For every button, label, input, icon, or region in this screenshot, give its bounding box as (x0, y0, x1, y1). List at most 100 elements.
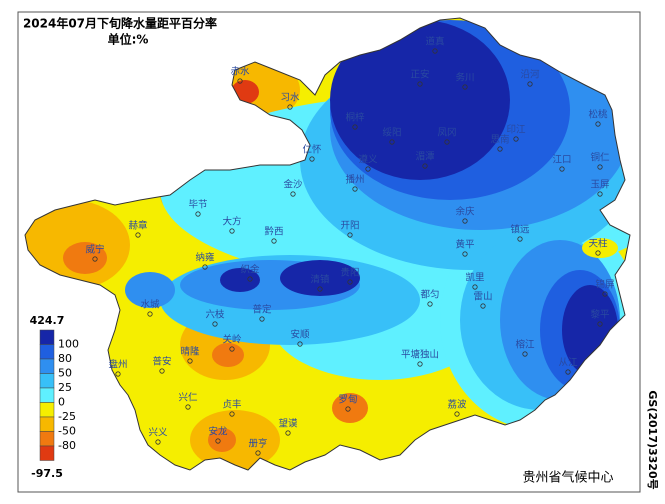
city-label: 六枝 (205, 309, 225, 321)
legend-max: 424.7 (30, 314, 65, 327)
city-dot (345, 406, 351, 412)
city-label: 兴义 (148, 428, 168, 439)
city-dot (237, 78, 243, 84)
city-dot (347, 279, 353, 285)
footer: 贵州省气候中心 (522, 470, 613, 486)
city-dot (271, 238, 277, 244)
city-dot (247, 276, 253, 282)
city-label: 都匀 (420, 289, 439, 301)
city-dot (352, 186, 358, 192)
city-label: 平塘独山 (401, 349, 439, 361)
city-label: 兴仁 (178, 392, 198, 404)
city-dot (389, 139, 395, 145)
city-dot (229, 228, 235, 234)
city-label: 黄平 (455, 239, 475, 251)
city-dot (215, 438, 221, 444)
city-label: 松桃 (588, 109, 608, 121)
legend-swatch (39, 387, 55, 403)
city-dot (309, 156, 315, 162)
legend-label: 80 (58, 352, 72, 365)
city-label: 印江 (506, 124, 526, 136)
city-dot (185, 404, 191, 410)
city-dot (472, 284, 478, 290)
legend-label: 0 (58, 396, 65, 409)
city-label: 务川 (455, 72, 474, 84)
legend-label: 25 (58, 381, 72, 394)
city-label: 赫章 (128, 220, 148, 232)
city-dot (287, 104, 293, 110)
legend-swatch (39, 416, 55, 432)
legend-swatch (39, 445, 55, 461)
city-dot (597, 164, 603, 170)
city-dot (595, 250, 601, 256)
city-dot (559, 166, 565, 172)
city-label: 凯里 (465, 272, 484, 284)
city-dot (202, 264, 208, 270)
city-label: 锦屏 (595, 279, 614, 291)
city-dot (259, 316, 265, 322)
city-label: 仁怀 (302, 144, 322, 156)
city-dot (432, 48, 438, 54)
city-label: 大方 (222, 216, 241, 228)
city-dot (444, 139, 450, 145)
city-label: 黔西 (264, 226, 283, 238)
city-dot (522, 351, 528, 357)
city-dot (417, 81, 423, 87)
city-label: 清镇 (310, 274, 330, 286)
city-label: 播州 (345, 174, 364, 186)
map-frame (17, 11, 641, 493)
city-label: 威宁 (85, 244, 104, 256)
city-dot (597, 191, 603, 197)
city-dot (317, 286, 323, 292)
city-dot (155, 439, 161, 445)
city-label: 册亨 (248, 438, 267, 450)
city-label: 余庆 (455, 206, 475, 218)
legend-swatch (39, 329, 55, 345)
unit-label: 单位:% (108, 32, 149, 47)
city-dot (497, 146, 503, 152)
city-label: 玉屏 (590, 180, 609, 191)
city-dot (212, 321, 218, 327)
city-label: 道真 (425, 36, 444, 48)
city-dot (352, 124, 358, 130)
legend-label: -80 (58, 439, 76, 452)
city-label: 赤水 (230, 66, 250, 78)
city-dot (297, 341, 303, 347)
city-label: 遵义 (358, 154, 378, 166)
city-label: 习水 (280, 92, 300, 104)
city-label: 盘州 (108, 359, 127, 371)
map-approval-code: GS(2017)3320号 (646, 390, 659, 489)
legend-swatch (39, 344, 55, 360)
city-dot (454, 411, 460, 417)
legend-swatch (39, 402, 55, 418)
city-dot (602, 291, 608, 297)
city-label: 荔波 (447, 399, 467, 411)
city-label: 普安 (152, 356, 171, 368)
city-dot (290, 191, 296, 197)
city-dot (147, 311, 153, 317)
city-label: 沿河 (520, 69, 540, 81)
city-label: 贵阳 (340, 267, 359, 279)
city-label: 绥阳 (382, 128, 401, 139)
city-dot (195, 211, 201, 217)
city-label: 毕节 (188, 199, 207, 211)
city-label: 从江 (558, 358, 578, 369)
city-label: 天柱 (588, 238, 608, 250)
city-label: 桐梓 (345, 112, 365, 124)
city-dot (462, 251, 468, 257)
city-dot (513, 136, 519, 142)
city-dot (159, 368, 165, 374)
city-dot (462, 218, 468, 224)
legend-min: -97.5 (31, 467, 63, 480)
city-dot (417, 361, 423, 367)
city-dot (365, 166, 371, 172)
city-label: 金沙 (283, 179, 303, 191)
city-dot (92, 256, 98, 262)
city-label: 开阳 (340, 221, 359, 232)
city-dot (462, 84, 468, 90)
city-dot (229, 411, 235, 417)
city-label: 望谟 (278, 418, 298, 430)
city-dot (115, 371, 121, 377)
